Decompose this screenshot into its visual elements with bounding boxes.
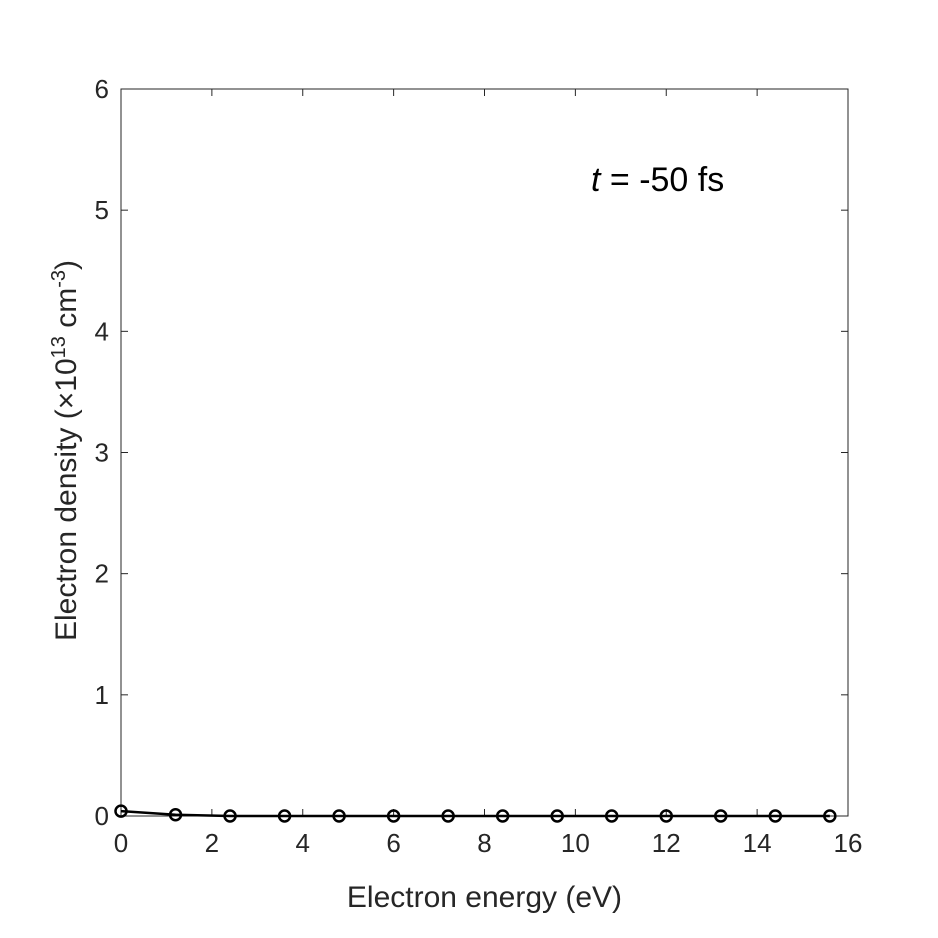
y-label-times: × [50, 392, 83, 410]
data-point [441, 809, 455, 823]
data-point [277, 809, 292, 823]
y-label-suffix: ) [50, 260, 83, 270]
y-label-prefix: Electron density ( [50, 409, 83, 641]
y-tick-label: 0 [95, 801, 109, 831]
y-tick-label: 3 [95, 438, 109, 468]
y-label-unit: cm [50, 288, 83, 336]
data-point [114, 804, 128, 818]
data-point [386, 809, 401, 823]
y-label-exponent: 13 [48, 336, 70, 358]
annotation-value: = -50 fs [600, 161, 724, 199]
x-axis-label: Electron energy (eV) [347, 881, 622, 914]
plot-area-frame [120, 88, 849, 817]
y-label-base: 10 [50, 358, 83, 391]
data-point [604, 809, 619, 823]
x-tick-label: 2 [205, 828, 219, 858]
y-axis-label: Electron density (×1013 cm-3) [48, 260, 83, 641]
y-label-unit-exponent: -3 [48, 270, 70, 288]
x-tick-label: 6 [386, 828, 400, 858]
y-tick-label: 1 [95, 680, 109, 710]
data-point [332, 809, 346, 823]
x-tick-label: 0 [114, 828, 128, 858]
data-point [659, 809, 673, 823]
annotation-variable: t [591, 161, 602, 199]
data-series [114, 804, 837, 823]
x-tick-label: 8 [477, 828, 491, 858]
y-tick-label: 6 [95, 74, 109, 104]
x-tick-label: 10 [561, 828, 590, 858]
data-point [550, 809, 564, 823]
data-point [168, 808, 183, 822]
x-tick-label: 14 [743, 828, 772, 858]
x-tick-label: 16 [834, 828, 863, 858]
x-tick-label: 4 [296, 828, 310, 858]
time-annotation: t = -50 fs [591, 161, 724, 199]
data-point [495, 809, 510, 823]
series-line [120, 809, 830, 818]
y-tick-label: 2 [95, 559, 109, 589]
x-tick-label: 12 [652, 828, 681, 858]
y-tick-label: 4 [95, 316, 109, 346]
data-point [768, 809, 783, 823]
data-point [223, 809, 237, 823]
y-tick-label: 5 [95, 195, 109, 225]
data-point [823, 809, 837, 823]
data-point [714, 809, 728, 823]
